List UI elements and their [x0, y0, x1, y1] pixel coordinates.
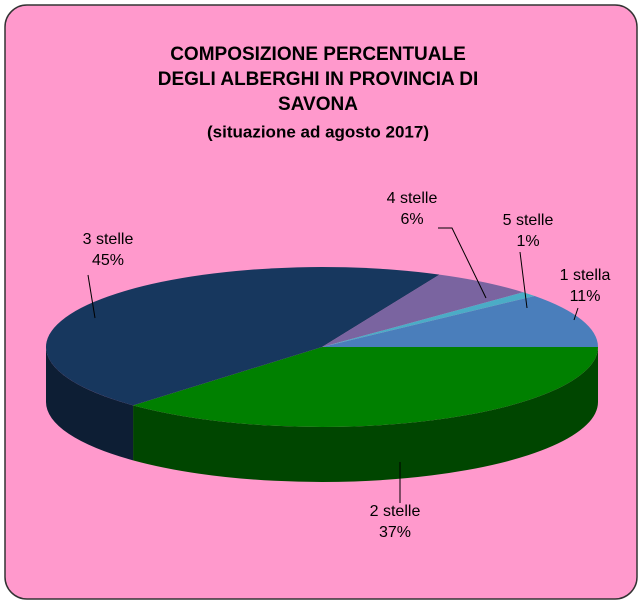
value-label: 45%: [92, 252, 124, 269]
slice-label: 1 stella: [560, 267, 611, 284]
slice-label: 2 stelle: [370, 503, 421, 520]
value-label: 37%: [379, 524, 411, 541]
slice: [322, 274, 524, 347]
slice-label: 5 stelle: [503, 212, 554, 229]
chart-title: SAVONA: [278, 94, 358, 115]
leader-line: [87, 274, 96, 319]
value-label: 11%: [570, 288, 601, 305]
slice-label: 4 stelle: [387, 190, 438, 207]
value-label: 6%: [400, 211, 423, 228]
leader-line: [519, 251, 528, 309]
slice-side: [133, 347, 598, 482]
slice-side: [46, 347, 134, 461]
chart-title: DEGLI ALBERGHI IN PROVINCIA DI: [158, 69, 479, 90]
chart-title: COMPOSIZIONE PERCENTUALE: [170, 44, 466, 65]
slice-label: 3 stelle: [83, 231, 134, 248]
slice: [322, 296, 598, 347]
slice: [322, 292, 535, 347]
value-label: 1%: [516, 233, 539, 250]
pie: [46, 267, 598, 482]
slice: [133, 347, 598, 428]
slice: [46, 267, 440, 406]
leader-line: [573, 307, 579, 321]
leader-line: [438, 227, 487, 299]
chart-subtitle: (situazione ad agosto 2017): [207, 122, 429, 141]
